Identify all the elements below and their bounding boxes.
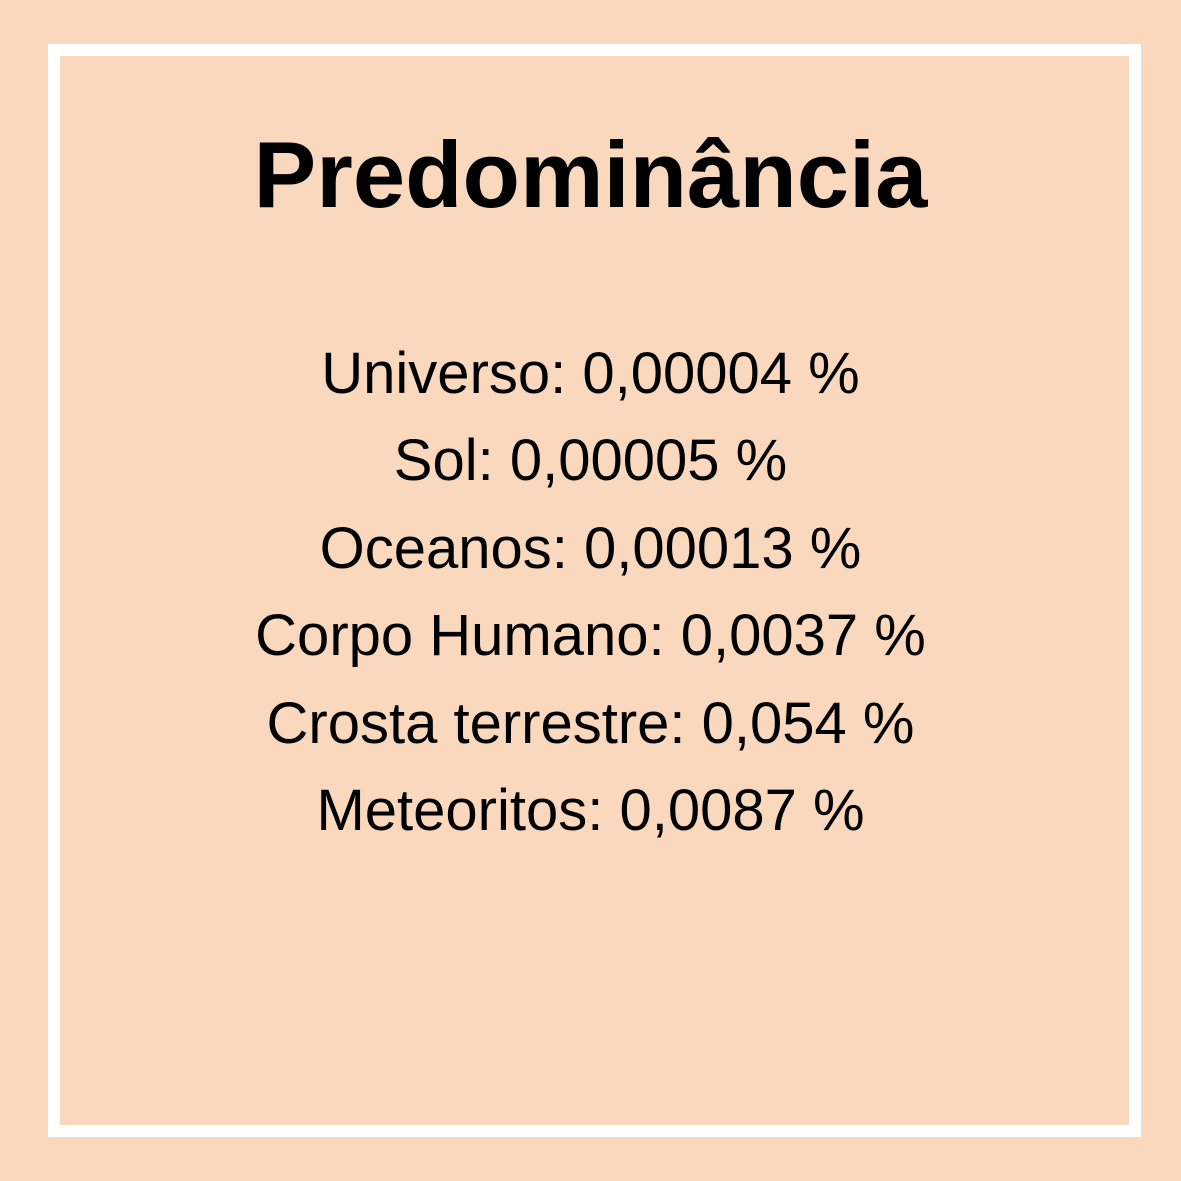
list-item-sol: Sol: 0,00005 %	[393, 428, 788, 494]
list-item-meteoritos: Meteoritos: 0,0087 %	[316, 778, 865, 844]
item-value: 0,0087 %	[619, 778, 865, 844]
page-title: Predominância	[253, 122, 928, 227]
item-value: 0,00013 %	[584, 515, 862, 581]
list-item-crosta-terrestre: Crosta terrestre: 0,054 %	[266, 690, 915, 756]
item-label: Sol	[393, 428, 478, 494]
item-value: 0,00004 %	[582, 341, 860, 406]
item-label: Meteoritos	[316, 778, 588, 844]
list-item-universo: Universo: 0,00004 %	[321, 341, 860, 406]
item-label: Corpo Humano	[255, 603, 649, 669]
item-value: 0,054 %	[701, 690, 915, 756]
predominance-list: Universo: 0,00004 % Sol: 0,00005 % Ocean…	[0, 330, 1181, 854]
list-item-oceanos: Oceanos: 0,00013 %	[319, 515, 862, 581]
item-label: Oceanos	[319, 515, 552, 581]
item-value: 0,00005 %	[509, 428, 788, 494]
item-label: Universo	[321, 341, 551, 406]
card-frame	[48, 44, 1141, 1137]
list-item-corpo-humano: Corpo Humano: 0,0037 %	[255, 603, 926, 669]
item-value: 0,0037 %	[680, 603, 926, 669]
item-label: Crosta terrestre	[266, 690, 670, 756]
